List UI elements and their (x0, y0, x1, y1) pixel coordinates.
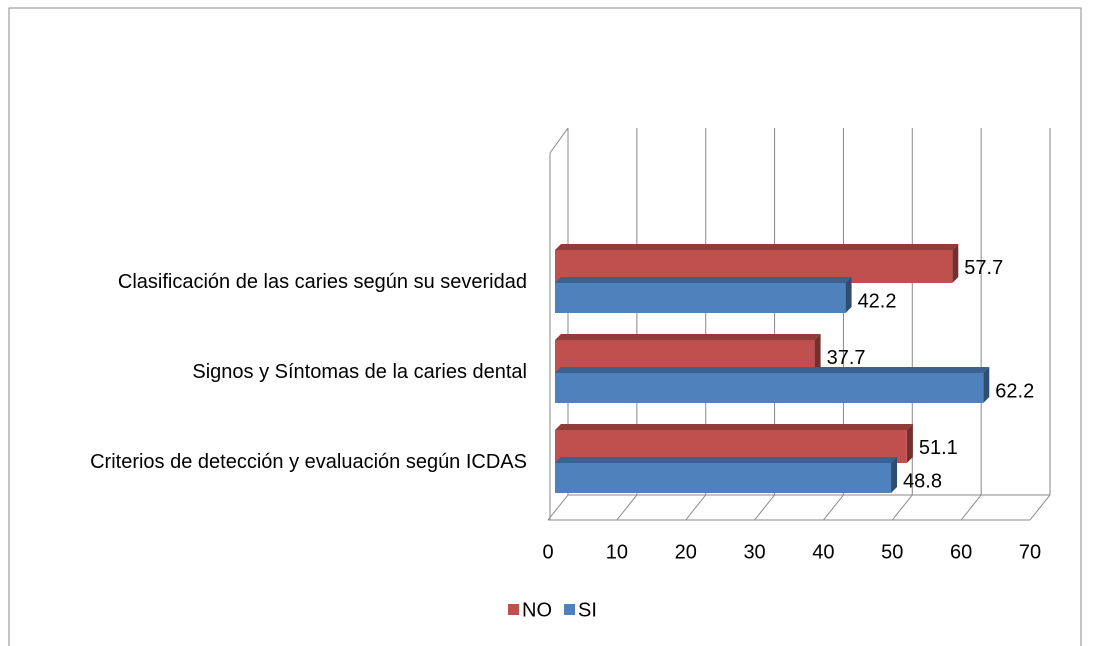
bar-top (555, 277, 852, 283)
bar (555, 463, 892, 493)
bar-end (952, 244, 959, 283)
chart-border (8, 7, 1082, 646)
bar (555, 373, 984, 403)
bar-top (555, 457, 898, 463)
data-label: 62.2 (995, 380, 1034, 402)
legend-label: SI (578, 599, 597, 621)
floor-tick (616, 494, 638, 521)
floor-tick (960, 494, 982, 521)
x-tick-label: 30 (743, 541, 765, 563)
category-label: Signos y Síntomas de la caries dental (192, 360, 527, 384)
floor-tick (685, 494, 707, 521)
legend-swatch (564, 604, 575, 615)
floor-tick (547, 494, 569, 521)
floor-tick (891, 494, 913, 521)
x-tick-label: 40 (812, 541, 834, 563)
legend-label: NO (522, 599, 552, 621)
bar-top (555, 424, 913, 430)
bar-end (814, 334, 821, 373)
bar-top (555, 367, 990, 373)
legend-swatch (508, 604, 519, 615)
data-label: 48.8 (903, 470, 942, 492)
x-tick-label: 60 (950, 541, 972, 563)
left-wall (549, 127, 569, 520)
bar-end (906, 424, 913, 463)
category-text: Clasificación de las caries según su sev… (117, 271, 527, 293)
data-label: 51.1 (919, 437, 958, 459)
x-tick-label: 70 (1019, 541, 1041, 563)
bar-top (555, 244, 959, 250)
floor-tick (823, 494, 844, 521)
category-label: Criterios de detección y evaluación segú… (90, 450, 527, 474)
category-label: Clasificación de las caries según su sev… (118, 270, 527, 294)
x-tick-label: 0 (542, 541, 553, 563)
category-text: Criterios de detección y evaluación segú… (90, 451, 527, 473)
data-label: 57.7 (964, 257, 1003, 279)
bar-end (983, 367, 990, 403)
x-tick-label: 50 (881, 541, 903, 563)
floor-tick (754, 494, 775, 521)
data-label: 42.2 (858, 290, 897, 312)
category-text: Signos y Síntomas de la caries dental (192, 361, 527, 383)
data-label: 37.7 (827, 347, 866, 369)
bar (555, 283, 846, 313)
bar-top (555, 334, 821, 340)
x-tick-label: 20 (675, 541, 697, 563)
bar-end (891, 457, 898, 493)
bar-end (845, 277, 852, 313)
x-tick-label: 10 (606, 541, 628, 563)
floor-tick (1029, 494, 1051, 521)
